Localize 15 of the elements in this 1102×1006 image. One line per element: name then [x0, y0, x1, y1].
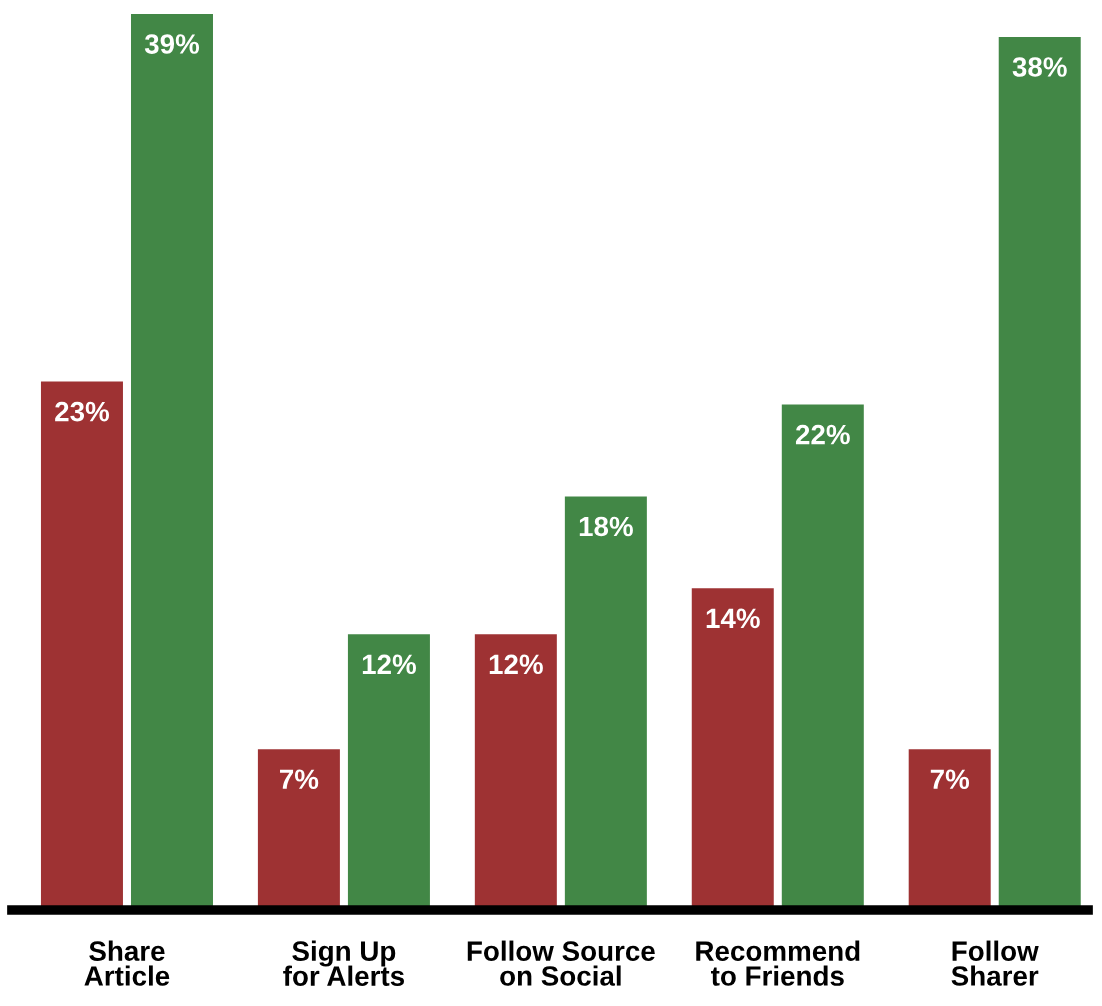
data-label: 38% — [1012, 57, 1067, 77]
data-label: 7% — [930, 769, 970, 789]
data-label: 22% — [795, 424, 850, 445]
x-tick-label: Follow Source on Social — [467, 940, 655, 986]
data-label: 7% — [280, 769, 319, 789]
data-label: 18% — [579, 516, 633, 537]
x-tick-label: Follow Sharer — [951, 940, 1039, 986]
x-tick-label: Sign Up for Alerts — [283, 940, 404, 986]
x-tick-label: Recommend to Friends — [696, 940, 860, 986]
data-label: 23% — [55, 401, 110, 422]
data-label: 12% — [362, 654, 416, 675]
data-label: 39% — [144, 34, 200, 54]
x-tick-label: Share Article — [84, 940, 170, 986]
data-label: 12% — [489, 654, 543, 675]
data-label: 14% — [706, 608, 760, 629]
